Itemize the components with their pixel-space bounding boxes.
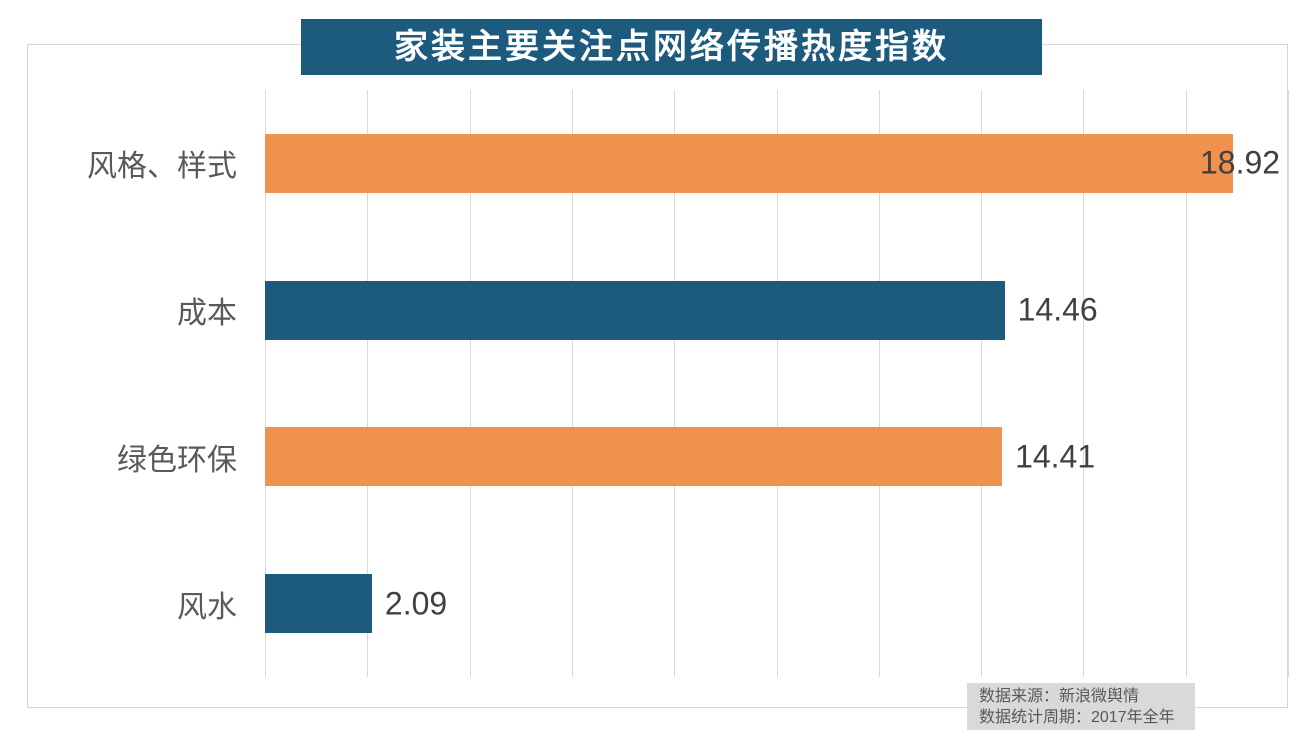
value-label: 14.46 <box>1017 291 1098 328</box>
value-label: 18.92 <box>1200 144 1281 181</box>
source-note: 数据来源：新浪微舆情 数据统计周期：2017年全年 <box>967 683 1195 730</box>
bar <box>265 280 1005 340</box>
gridline <box>571 90 573 677</box>
chart-title-banner: 家装主要关注点网络传播热度指数 <box>301 19 1042 75</box>
bar <box>265 133 1233 193</box>
gridline <box>776 90 778 677</box>
chart-title: 家装主要关注点网络传播热度指数 <box>394 28 949 66</box>
source-note-line2: 数据统计周期：2017年全年 <box>979 709 1175 726</box>
gridline <box>367 90 369 677</box>
gridline <box>1288 90 1289 677</box>
category-label: 成本 <box>177 297 237 331</box>
source-note-line1: 数据来源：新浪微舆情 <box>979 688 1140 705</box>
category-axis: 风格、样式成本绿色环保风水 <box>27 90 265 677</box>
gridline <box>469 90 471 677</box>
category-label: 绿色环保 <box>117 443 237 477</box>
bar <box>265 427 1003 487</box>
gridline <box>265 90 266 677</box>
value-label: 2.09 <box>384 585 448 622</box>
gridline <box>1185 90 1187 677</box>
category-label: 风格、样式 <box>87 150 237 184</box>
plot-area: 18.92 14.46 14.41 2.09 <box>265 90 1289 677</box>
gridline <box>878 90 880 677</box>
gridline <box>981 90 983 677</box>
bar <box>265 574 372 634</box>
category-label: 风水 <box>177 590 237 624</box>
value-label: 14.41 <box>1015 438 1096 475</box>
gridline <box>674 90 676 677</box>
gridline <box>1083 90 1085 677</box>
